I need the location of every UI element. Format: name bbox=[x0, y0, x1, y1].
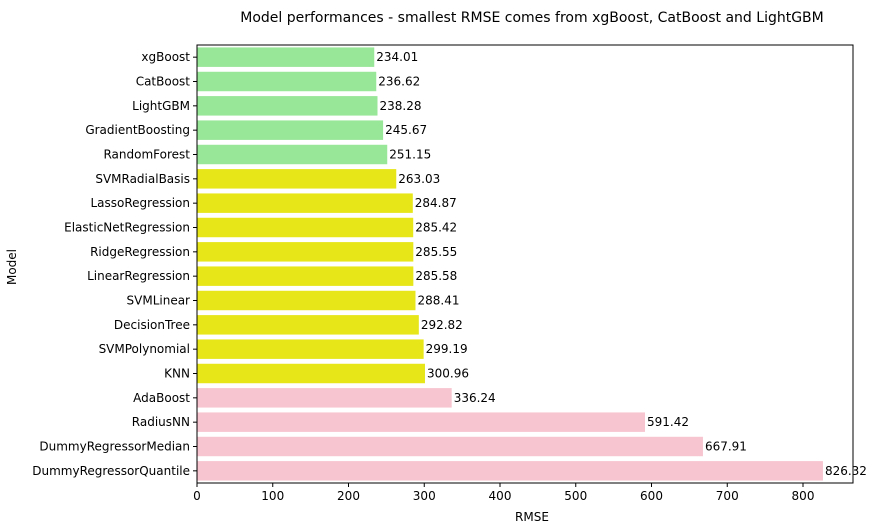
data-label-LassoRegression: 284.87 bbox=[415, 196, 457, 210]
bar-RidgeRegression bbox=[197, 242, 414, 262]
x-tick-label: 100 bbox=[261, 489, 284, 503]
data-label-GradientBoosting: 245.67 bbox=[385, 123, 427, 137]
bar-DecisionTree bbox=[197, 315, 419, 335]
y-tick-label-GradientBoosting: GradientBoosting bbox=[85, 123, 190, 137]
data-label-SVMLinear: 288.41 bbox=[417, 294, 459, 308]
data-label-AdaBoost: 336.24 bbox=[454, 391, 496, 405]
x-tick-label: 0 bbox=[193, 489, 201, 503]
bar-SVMPolynomial bbox=[197, 339, 424, 359]
bar-SVMRadialBasis bbox=[197, 169, 397, 189]
bar-DummyRegressorMedian bbox=[197, 436, 703, 457]
bar-DummyRegressorQuantile bbox=[197, 461, 823, 481]
y-tick-label-DecisionTree: DecisionTree bbox=[114, 318, 190, 332]
data-label-DecisionTree: 292.82 bbox=[421, 318, 463, 332]
y-tick-labels: xgBoost CatBoost LightGBM GradientBoosting R… bbox=[32, 50, 197, 478]
bar-xgBoost bbox=[197, 47, 375, 67]
y-tick-label-RandomForest: RandomForest bbox=[103, 148, 190, 162]
bar-KNN bbox=[197, 363, 425, 384]
data-label-RandomForest: 251.15 bbox=[389, 148, 431, 162]
data-label-LightGBM: 238.28 bbox=[379, 99, 421, 113]
y-tick-label-SVMPolynomial: SVMPolynomial bbox=[99, 342, 190, 356]
x-tick-label: 300 bbox=[413, 489, 436, 503]
bars-group: 234.01 236.62 238.28 245.67 251.15 263.03 284.… bbox=[197, 47, 867, 481]
x-tick-label: 200 bbox=[337, 489, 360, 503]
y-tick-label-DummyRegressorMedian: DummyRegressorMedian bbox=[39, 440, 190, 454]
data-label-DummyRegressorMedian: 667.91 bbox=[705, 440, 747, 454]
data-label-CatBoost: 236.62 bbox=[378, 75, 420, 89]
y-tick-label-AdaBoost: AdaBoost bbox=[133, 391, 190, 405]
bar-LinearRegression bbox=[197, 266, 414, 286]
data-label-SVMRadialBasis: 263.03 bbox=[398, 172, 440, 186]
bar-CatBoost bbox=[197, 71, 377, 92]
bar-SVMLinear bbox=[197, 290, 416, 311]
y-tick-label-xgBoost: xgBoost bbox=[141, 50, 190, 64]
x-tick-label: 700 bbox=[716, 489, 739, 503]
x-ticks: 0 100 200 300 400 500 600 700 800 bbox=[193, 483, 814, 503]
data-label-SVMPolynomial: 299.19 bbox=[426, 342, 468, 356]
y-tick-label-LassoRegression: LassoRegression bbox=[90, 196, 190, 210]
y-tick-label-RadiusNN: RadiusNN bbox=[132, 415, 190, 429]
x-tick-label: 400 bbox=[489, 489, 512, 503]
y-tick-label-KNN: KNN bbox=[164, 367, 190, 381]
bar-RadiusNN bbox=[197, 412, 646, 432]
bar-AdaBoost bbox=[197, 388, 452, 408]
bar-RandomForest bbox=[197, 144, 388, 165]
y-tick-label-LinearRegression: LinearRegression bbox=[87, 269, 190, 283]
data-label-KNN: 300.96 bbox=[427, 367, 469, 381]
bar-ElasticNetRegression bbox=[197, 217, 414, 238]
data-label-ElasticNetRegression: 285.42 bbox=[415, 221, 457, 235]
bar-LassoRegression bbox=[197, 193, 413, 213]
data-label-RidgeRegression: 285.55 bbox=[415, 245, 457, 259]
y-tick-label-LightGBM: LightGBM bbox=[132, 99, 190, 113]
x-tick-label: 800 bbox=[792, 489, 815, 503]
y-tick-label-CatBoost: CatBoost bbox=[136, 75, 191, 89]
y-tick-label-SVMLinear: SVMLinear bbox=[127, 294, 191, 308]
y-tick-label-SVMRadialBasis: SVMRadialBasis bbox=[95, 172, 190, 186]
y-tick-label-RidgeRegression: RidgeRegression bbox=[90, 245, 190, 259]
bar-LightGBM bbox=[197, 96, 378, 116]
chart-title: Model performances - smallest RMSE comes… bbox=[240, 10, 823, 26]
data-label-LinearRegression: 285.58 bbox=[415, 269, 457, 283]
bar-GradientBoosting bbox=[197, 120, 384, 140]
x-axis-label: RMSE bbox=[515, 510, 549, 524]
x-tick-label: 600 bbox=[640, 489, 663, 503]
y-tick-label-DummyRegressorQuantile: DummyRegressorQuantile bbox=[32, 464, 190, 478]
data-label-RadiusNN: 591.42 bbox=[647, 415, 689, 429]
x-tick-label: 500 bbox=[564, 489, 587, 503]
y-axis-label: Model bbox=[5, 249, 19, 285]
plot-frame bbox=[196, 44, 854, 484]
y-tick-label-ElasticNetRegression: ElasticNetRegression bbox=[64, 221, 190, 235]
data-label-xgBoost: 234.01 bbox=[376, 50, 418, 64]
data-label-DummyRegressorQuantile: 826.32 bbox=[825, 464, 867, 478]
